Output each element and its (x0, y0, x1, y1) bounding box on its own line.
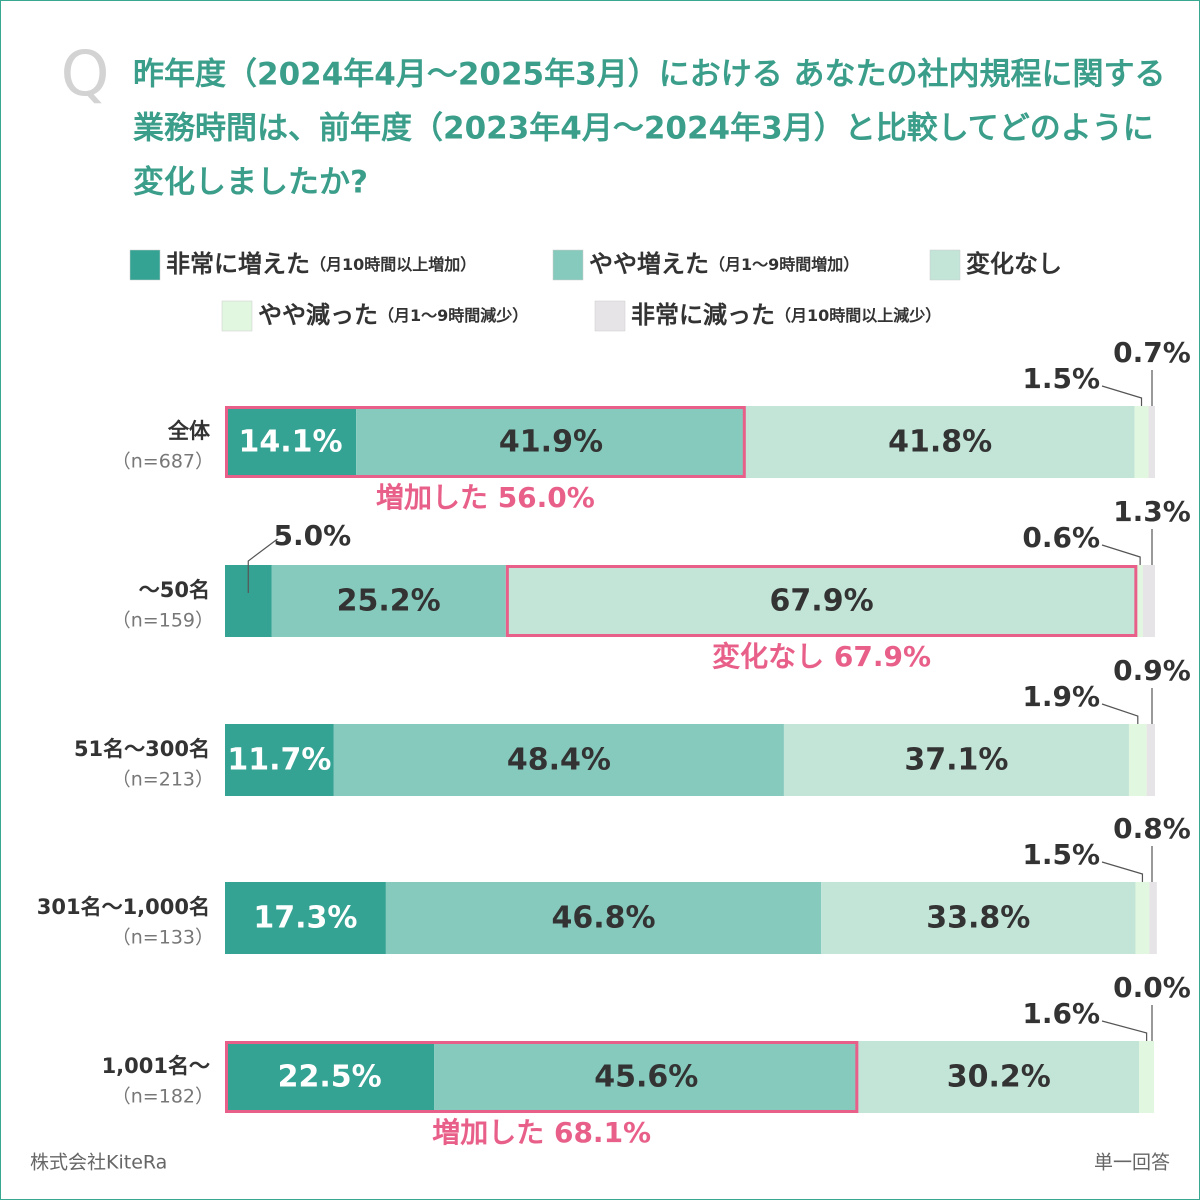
value-label: 1.6% (1022, 997, 1100, 1030)
annotation: 増加した 56.0% (376, 481, 595, 514)
source: 株式会社KiteRa (30, 1152, 167, 1174)
value-label: 0.7% (1113, 336, 1191, 369)
leader-line (1101, 544, 1141, 565)
category-label: ～50名 (139, 578, 210, 602)
legend-name: やや減った (258, 301, 378, 329)
value-label: 33.8% (926, 901, 1030, 936)
annotation: 変化なし 67.9% (712, 640, 931, 673)
value-label: 30.2% (947, 1060, 1051, 1095)
title-line: 業務時間は、前年度（2023年4月～2024年3月）と比較してどのように (133, 111, 1154, 147)
value-label: 1.9% (1022, 680, 1100, 713)
bar-segment (271, 565, 506, 637)
leader-line (1101, 1020, 1148, 1041)
bar-segment (385, 882, 822, 954)
legend-swatch (594, 300, 626, 332)
value-label: 41.9% (499, 425, 603, 460)
bar-segment (1148, 406, 1155, 478)
value-label: 1.5% (1022, 838, 1100, 871)
bar-segment (783, 724, 1129, 796)
legend-label: 変化なし (966, 250, 1062, 278)
leader-line (1101, 703, 1139, 724)
value-label: 14.1% (239, 425, 343, 460)
title-line: 変化しましたか? (133, 165, 368, 201)
value-label: 1.3% (1113, 495, 1191, 528)
legend-label: やや増えた（月1～9時間増加） (589, 250, 859, 278)
value-label: 48.4% (507, 743, 611, 778)
highlight-box (505, 565, 1138, 637)
value-label: 17.3% (253, 901, 357, 936)
category-note: （n=182） (112, 1086, 214, 1108)
bar-segment (1128, 724, 1147, 796)
value-label: 45.6% (594, 1060, 698, 1095)
value-label: 37.1% (904, 743, 1008, 778)
value-label: 41.8% (888, 425, 992, 460)
category-label: 51名～300名 (74, 737, 210, 761)
annotation: 増加した 68.1% (432, 1116, 651, 1149)
value-label: 0.6% (1022, 521, 1100, 554)
legend-name: 変化なし (966, 250, 1062, 278)
bar-segment (1142, 565, 1155, 637)
legend-detail: （月1～9時間増加） (709, 255, 859, 274)
legend-detail: （月10時間以上増加） (310, 255, 476, 274)
bar-segment (225, 882, 386, 954)
legend-detail: （月10時間以上減少） (775, 306, 941, 325)
bar-segment (745, 406, 1135, 478)
bar-segment (1149, 882, 1157, 954)
legend-label: やや減った（月1～9時間減少） (258, 301, 528, 329)
note: 単一回答 (1094, 1152, 1170, 1174)
bar-segment (333, 724, 784, 796)
value-label: 5.0% (274, 519, 352, 552)
leader-line (247, 538, 278, 593)
bar-segment (505, 565, 1138, 637)
leader-line (1101, 385, 1143, 406)
bar-segment (225, 724, 334, 796)
title-line: 昨年度（2024年4月～2025年3月）における あなたの社内規程に関する (133, 57, 1166, 93)
bar-segment (434, 1041, 859, 1113)
value-label: 67.9% (770, 584, 874, 619)
bar-segment (1137, 565, 1143, 637)
category-note: （n=133） (112, 927, 214, 949)
highlight-box (225, 406, 746, 478)
value-label: 0.0% (1113, 971, 1191, 1004)
bar-segment (225, 406, 357, 478)
category-note: （n=159） (112, 610, 214, 632)
value-label: 25.2% (337, 584, 441, 619)
value-label: 0.8% (1113, 812, 1191, 845)
category-label: 1,001名～ (102, 1054, 210, 1078)
category-note: （n=213） (112, 769, 214, 791)
legend-swatch (129, 249, 161, 281)
bar-segment (821, 882, 1136, 954)
value-label: 22.5% (278, 1060, 382, 1095)
highlight-box (225, 1041, 859, 1113)
leader-line (1101, 861, 1144, 882)
value-label: 0.9% (1113, 654, 1191, 687)
bar-segment (1135, 882, 1150, 954)
bar-segment (225, 1041, 435, 1113)
legend-detail: （月1～9時間減少） (378, 306, 528, 325)
bar-segment (356, 406, 746, 478)
legend-swatch (552, 249, 584, 281)
category-label: 301名～1,000名 (37, 895, 210, 919)
bar-segment (858, 1041, 1140, 1113)
legend-label: 非常に増えた（月10時間以上増加） (166, 250, 476, 278)
legend-name: 非常に増えた (166, 250, 310, 278)
legend-swatch (221, 300, 253, 332)
legend-swatch (929, 249, 961, 281)
category-label: 全体 (167, 419, 211, 443)
bar-segment (1146, 724, 1155, 796)
value-label: 46.8% (551, 901, 655, 936)
legend-label: 非常に減った（月10時間以上減少） (631, 301, 941, 329)
q-mark: Q (61, 37, 110, 110)
legend-name: 非常に減った (631, 301, 775, 329)
bar-segment (1134, 406, 1149, 478)
legend-name: やや増えた (589, 250, 709, 278)
value-label: 11.7% (227, 743, 331, 778)
category-note: （n=687） (112, 451, 214, 473)
bar-segment (1139, 1041, 1155, 1113)
value-label: 1.5% (1022, 362, 1100, 395)
